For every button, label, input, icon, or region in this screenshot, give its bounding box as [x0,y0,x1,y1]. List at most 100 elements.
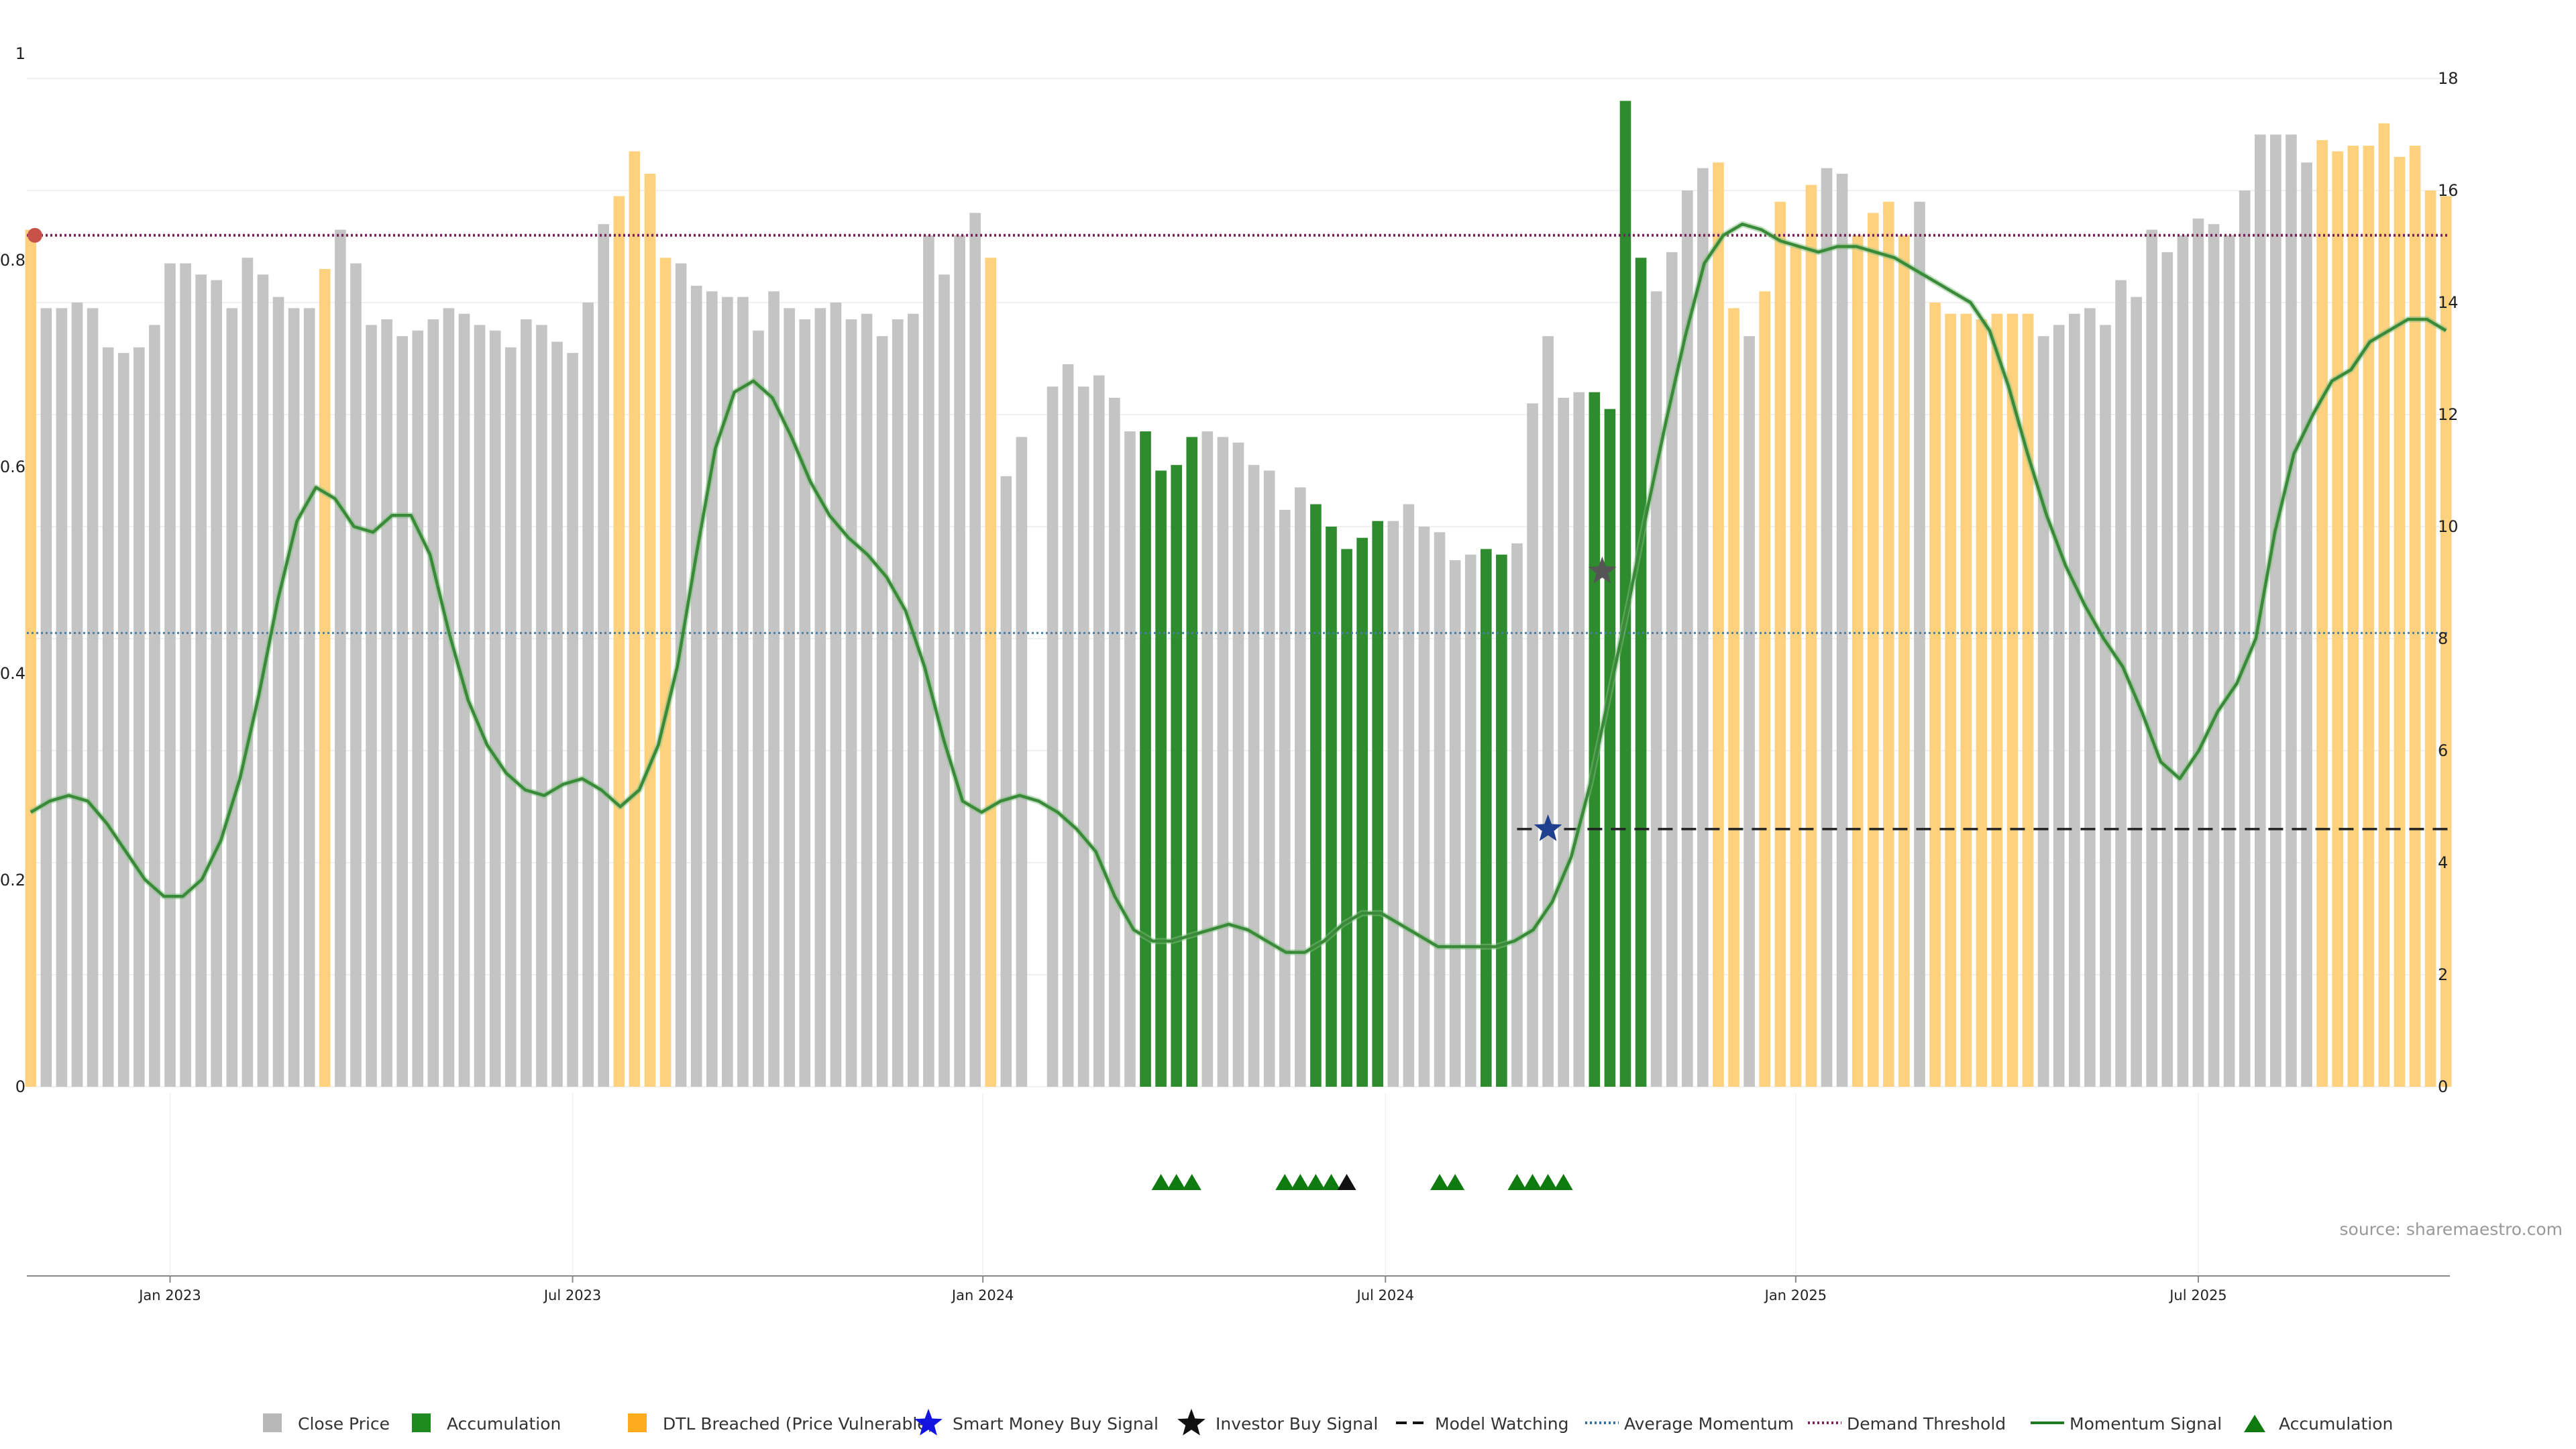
investor-buy-star [1588,556,1617,584]
legend-label: Model Watching [1435,1414,1569,1434]
price-bar [1511,543,1523,1087]
price-bar [1464,554,1477,1087]
price-bar [149,325,160,1087]
price-bar [799,319,811,1087]
legend-label: Momentum Signal [2070,1414,2222,1434]
price-bar [1171,465,1182,1087]
price-bar [2286,134,2297,1087]
price-bar [2239,191,2251,1087]
price-bar [1000,476,1012,1087]
price-bar [598,224,610,1087]
price-bar [690,285,702,1087]
y-right-tick-label: 14 [2438,293,2459,312]
price-bar [969,213,981,1087]
price-bar [2301,162,2312,1087]
price-bar [1124,431,1136,1087]
price-bar [1851,235,1864,1087]
accumulation-marker [1291,1174,1310,1190]
x-tick-label: Jan 2025 [1764,1287,1827,1303]
legend-label: Close Price [298,1414,390,1434]
price-bar [1496,554,1507,1087]
price-bar [1650,291,1662,1087]
momentum-signal [29,221,2448,956]
investor-marker [1337,1174,1356,1190]
price-bar [443,308,455,1087]
price-bar [923,235,934,1087]
price-bar [1542,336,1554,1087]
y-left-tick-label: 0.6 [0,458,25,476]
price-bar [1774,201,1786,1087]
price-bar [706,291,718,1087]
price-bar [25,229,37,1087]
y-right-tick-label: 12 [2438,405,2459,424]
price-bar [1805,184,1817,1087]
price-bar [2161,252,2174,1087]
legend-label: Accumulation [447,1414,561,1434]
y-right-tick-label: 2 [2438,965,2448,984]
y-left-tick-label: 0 [15,1077,25,1096]
price-bar [489,330,501,1087]
price-bar [241,258,254,1087]
price-bar [2394,156,2406,1087]
price-bar [784,308,795,1087]
price-bar [1232,442,1244,1087]
price-bar [1821,168,1833,1087]
price-bar [644,173,656,1087]
y-right-tick-label: 10 [2438,517,2459,536]
x-tick-label: Jul 2025 [2168,1287,2226,1303]
price-bar [1155,470,1167,1087]
price-bar [2332,151,2343,1087]
y-left-tick-label: 1 [15,44,25,63]
price-bar [938,274,950,1087]
price-bar [2069,313,2080,1087]
price-bar [1759,291,1771,1087]
price-bar [1093,375,1105,1087]
price-bar [1898,235,1910,1087]
accumulation-marker [1182,1174,1201,1190]
price-bar [613,196,625,1087]
legend-swatch [628,1413,647,1432]
y-right-tick-label: 16 [2438,181,2459,200]
legend-swatch [412,1413,431,1432]
legend: Close Price Accumulation DTL Breached (Pri… [263,1409,2393,1436]
price-bar [1527,403,1538,1087]
price-bar [288,308,300,1087]
x-tick-label: Jan 2023 [138,1287,201,1303]
price-bar [1295,487,1306,1087]
legend-label: Accumulation [2279,1414,2393,1434]
price-bar [1326,527,1337,1087]
price-bar [164,263,176,1087]
y-left-tick-label: 0.8 [0,251,25,270]
x-tick-label: Jul 2024 [1356,1287,1414,1303]
price-bar [722,297,733,1087]
price-bar [1604,409,1616,1087]
price-bar [1016,437,1028,1087]
price-bar [954,235,965,1087]
legend-swatch [263,1413,282,1432]
price-bar [1573,392,1585,1087]
price-bar [1929,303,1941,1087]
price-bar [876,336,888,1087]
price-bar [504,347,517,1087]
legend-label: Investor Buy Signal [1216,1414,1378,1434]
price-bar [753,330,764,1087]
legend-label: Demand Threshold [1847,1414,2006,1434]
price-bar [2146,229,2158,1087]
price-bar [2363,146,2375,1087]
price-bar [1697,168,1709,1087]
price-bar [2440,196,2452,1087]
y-left-tick-label: 0.2 [0,871,25,890]
source-label: source: sharemaestro.com [2340,1220,2563,1239]
price-bar [272,297,284,1087]
price-bar [40,308,52,1087]
demand-threshold-marker [28,227,42,243]
accumulation-marker [1554,1174,1573,1190]
accumulation-marker [1275,1174,1295,1190]
y-right-tick-label: 18 [2438,69,2459,88]
signal-markers [1534,556,1617,841]
price-bar [1140,431,1151,1087]
price-bars [25,101,2452,1087]
price-bar [1263,470,1275,1087]
legend-label: DTL Breached (Price Vulnerable) [663,1414,934,1434]
